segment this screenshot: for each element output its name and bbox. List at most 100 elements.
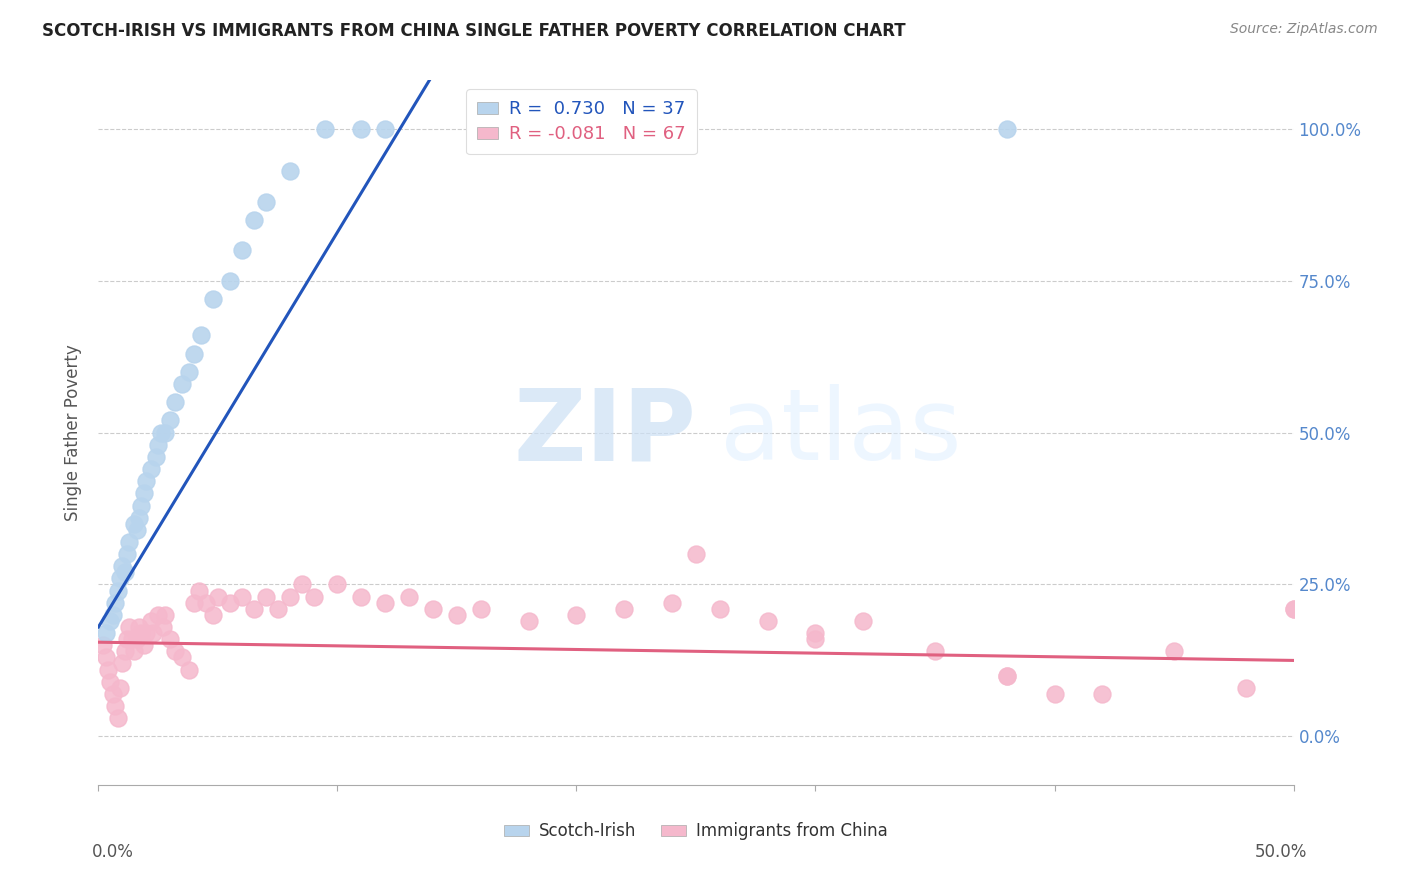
Immigrants from China <box>1043 687 1066 701</box>
Immigrants from China <box>446 607 468 622</box>
Scotch-Irish <box>159 413 181 427</box>
Immigrants from China <box>1282 602 1305 616</box>
Scotch-Irish <box>124 516 146 531</box>
Immigrants from China <box>613 602 636 616</box>
Immigrants from China <box>118 620 141 634</box>
Scotch-Irish <box>115 547 138 561</box>
Immigrants from China <box>756 614 779 628</box>
Scotch-Irish <box>350 121 373 136</box>
Immigrants from China <box>148 607 170 622</box>
Immigrants from China <box>709 602 731 616</box>
Immigrants from China <box>565 607 588 622</box>
Immigrants from China <box>278 590 301 604</box>
Immigrants from China <box>291 577 314 591</box>
Immigrants from China <box>302 590 325 604</box>
Immigrants from China <box>804 632 827 647</box>
Immigrants from China <box>852 614 875 628</box>
Immigrants from China <box>1091 687 1114 701</box>
Text: SCOTCH-IRISH VS IMMIGRANTS FROM CHINA SINGLE FATHER POVERTY CORRELATION CHART: SCOTCH-IRISH VS IMMIGRANTS FROM CHINA SI… <box>42 22 905 40</box>
Immigrants from China <box>97 663 120 677</box>
Immigrants from China <box>98 674 122 689</box>
Immigrants from China <box>115 632 138 647</box>
Immigrants from China <box>135 626 157 640</box>
Scotch-Irish <box>155 425 177 440</box>
Text: atlas: atlas <box>720 384 962 481</box>
Scotch-Irish <box>278 164 301 178</box>
Immigrants from China <box>661 596 683 610</box>
Immigrants from China <box>804 626 827 640</box>
Immigrants from China <box>398 590 420 604</box>
Scotch-Irish <box>374 121 396 136</box>
Immigrants from China <box>231 590 253 604</box>
Scotch-Irish <box>125 523 148 537</box>
Scotch-Irish <box>315 121 337 136</box>
Scotch-Irish <box>135 474 157 488</box>
Immigrants from China <box>374 596 396 610</box>
Immigrants from China <box>187 583 209 598</box>
Scotch-Irish <box>118 535 141 549</box>
Immigrants from China <box>108 681 131 695</box>
Scotch-Irish <box>98 614 122 628</box>
Immigrants from China <box>207 590 229 604</box>
Immigrants from China <box>254 590 277 604</box>
Scotch-Irish <box>190 328 212 343</box>
Text: ZIP: ZIP <box>513 384 696 481</box>
Immigrants from China <box>124 644 146 658</box>
Immigrants from China <box>163 644 186 658</box>
Immigrants from China <box>94 650 117 665</box>
Immigrants from China <box>155 607 177 622</box>
Immigrants from China <box>114 644 136 658</box>
Immigrants from China <box>1282 602 1305 616</box>
Immigrants from China <box>107 711 129 725</box>
Scotch-Irish <box>114 566 136 580</box>
Immigrants from China <box>202 607 225 622</box>
Immigrants from China <box>1163 644 1185 658</box>
Immigrants from China <box>179 663 201 677</box>
Scotch-Irish <box>149 425 172 440</box>
Immigrants from China <box>125 632 148 647</box>
Immigrants from China <box>422 602 444 616</box>
Immigrants from China <box>1234 681 1257 695</box>
Immigrants from China <box>172 650 194 665</box>
Scotch-Irish <box>139 462 162 476</box>
Immigrants from China <box>243 602 266 616</box>
Immigrants from China <box>104 698 127 713</box>
Scotch-Irish <box>148 438 170 452</box>
Scotch-Irish <box>128 510 150 524</box>
Legend: Scotch-Irish, Immigrants from China: Scotch-Irish, Immigrants from China <box>498 816 894 847</box>
Immigrants from China <box>183 596 205 610</box>
Immigrants from China <box>924 644 946 658</box>
Immigrants from China <box>91 638 114 652</box>
Immigrants from China <box>195 596 218 610</box>
Immigrants from China <box>995 668 1018 682</box>
Immigrants from China <box>685 547 707 561</box>
Scotch-Irish <box>202 292 225 306</box>
Immigrants from China <box>517 614 540 628</box>
Immigrants from China <box>152 620 174 634</box>
Immigrants from China <box>111 657 134 671</box>
Text: 0.0%: 0.0% <box>91 843 134 861</box>
Immigrants from China <box>159 632 181 647</box>
Immigrants from China <box>121 632 143 647</box>
Text: Source: ZipAtlas.com: Source: ZipAtlas.com <box>1230 22 1378 37</box>
Immigrants from China <box>267 602 290 616</box>
Immigrants from China <box>219 596 242 610</box>
Scotch-Irish <box>243 213 266 227</box>
Immigrants from China <box>132 638 155 652</box>
Immigrants from China <box>139 614 162 628</box>
Scotch-Irish <box>254 194 277 209</box>
Scotch-Irish <box>179 365 201 379</box>
Scotch-Irish <box>219 274 242 288</box>
Scotch-Irish <box>131 499 153 513</box>
Scotch-Irish <box>183 346 205 360</box>
Text: 50.0%: 50.0% <box>1256 843 1308 861</box>
Immigrants from China <box>470 602 492 616</box>
Scotch-Irish <box>163 395 186 409</box>
Scotch-Irish <box>104 596 127 610</box>
Scotch-Irish <box>172 377 194 392</box>
Immigrants from China <box>128 620 150 634</box>
Immigrants from China <box>326 577 349 591</box>
Scotch-Irish <box>107 583 129 598</box>
Scotch-Irish <box>231 244 253 258</box>
Immigrants from China <box>131 626 153 640</box>
